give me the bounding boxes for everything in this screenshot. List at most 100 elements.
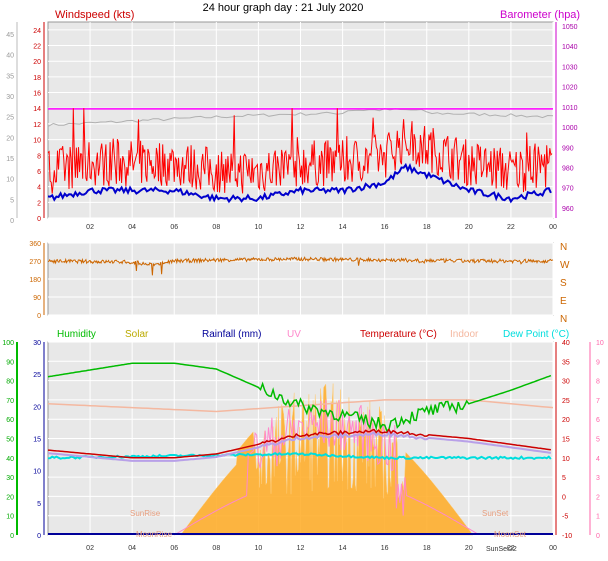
series-line-temperature <box>47 428 552 459</box>
uv-tick-label: 2 <box>596 494 600 501</box>
temp-x-tick-label: 16 <box>381 545 389 552</box>
series-line-dewpoint <box>47 452 552 461</box>
temp-x-tick-label: 08 <box>212 545 220 552</box>
temp-x-tick-label: 00 <box>549 545 557 552</box>
humidity-tick-label: 80 <box>6 379 14 386</box>
uv-tick-label: 5 <box>596 437 600 444</box>
humidity-tick-label: 40 <box>6 456 14 463</box>
dir-tick-label: 270 <box>29 259 41 266</box>
moonrise-annotation: MoonRise <box>136 530 173 539</box>
temp-tick-label: 35 <box>562 359 570 366</box>
humidity-tick-label: 90 <box>6 359 14 366</box>
uv-tick-label: 10 <box>596 340 604 347</box>
legend-entry: Humidity <box>57 329 96 340</box>
wind-tick-label: 6 <box>37 169 41 176</box>
wind-x-tick-label: 14 <box>339 224 347 231</box>
humidity-tick-label: 0 <box>10 533 14 540</box>
wind-tick-label: 0 <box>37 216 41 223</box>
series-line-temperature-shadow <box>47 430 552 462</box>
uv-tick-label: 8 <box>596 379 600 386</box>
dir-tick-label: 0 <box>37 313 41 320</box>
legend-entry: Rainfall (mm) <box>202 329 261 340</box>
barometer-axis-title: Barometer (hpa) <box>500 9 580 21</box>
wind-tick-label: 14 <box>33 106 41 113</box>
temp-tick-label: -10 <box>562 533 572 540</box>
baro-tick-label: 1050 <box>562 24 578 31</box>
temp-tick-label: -5 <box>562 514 568 521</box>
baro-secondary-line <box>47 108 554 128</box>
baro-tick-label: 960 <box>562 206 574 213</box>
wind-tick-label: 22 <box>33 44 41 51</box>
dir-compass-label: S <box>560 278 567 289</box>
series-line-wind-average <box>47 162 552 204</box>
wind-x-tick-label: 20 <box>465 224 473 231</box>
temp-tick-label: 15 <box>562 437 570 444</box>
temp-tick-label: 10 <box>562 456 570 463</box>
dir-compass-label: W <box>560 260 570 271</box>
temp-tick-label: 30 <box>562 379 570 386</box>
humidity-tick-label: 100 <box>2 340 14 347</box>
temp-tick-label: 20 <box>562 417 570 424</box>
legend-entry: Indoor <box>450 329 479 340</box>
temp-x-tick-label: 12 <box>297 545 305 552</box>
chart-title: 24 hour graph day : 21 July 2020 <box>203 2 364 14</box>
humidity-tick-label: 60 <box>6 417 14 424</box>
wind-x-tick-label: 06 <box>170 224 178 231</box>
wind-tick-label: 16 <box>33 91 41 98</box>
series-line-humidity <box>47 362 552 432</box>
wind-outer-tick-label: 35 <box>6 73 14 80</box>
sunset-annotation: SunSet <box>482 509 509 518</box>
rain-tick-label: 30 <box>33 340 41 347</box>
baro-tick-label: 1040 <box>562 44 578 51</box>
uv-tick-label: 4 <box>596 456 600 463</box>
legend: Humidity Solar Rainfall (mm) UV Temperature … <box>57 329 569 340</box>
wind-tick-label: 4 <box>37 185 41 192</box>
windspeed-axis-title: Windspeed (kts) <box>55 9 134 21</box>
legend-entry: Dew Point (°C) <box>503 329 569 340</box>
temp-x-tick-label: 02 <box>86 545 94 552</box>
wind-x-tick-label: 08 <box>212 224 220 231</box>
temp-x-tick-label: 10 <box>255 545 263 552</box>
wind-tick-label: 10 <box>33 138 41 145</box>
wind-tick-label: 24 <box>33 28 41 35</box>
temp-tick-label: 25 <box>562 398 570 405</box>
series-area-solar <box>180 383 474 536</box>
wind-x-tick-label: 16 <box>381 224 389 231</box>
wind-x-tick-label: 00 <box>549 224 557 231</box>
uv-tick-label: 9 <box>596 359 600 366</box>
baro-tick-label: 1010 <box>562 105 578 112</box>
baro-tick-label: 970 <box>562 186 574 193</box>
wind-x-tick-label: 04 <box>128 224 136 231</box>
baro-tick-label: 1020 <box>562 85 578 92</box>
wind-outer-tick-label: 15 <box>6 156 14 163</box>
dir-compass-label: N <box>560 314 567 325</box>
rain-tick-label: 5 <box>37 501 41 508</box>
dir-tick-label: 360 <box>29 241 41 248</box>
temp-x-tick-label: 04 <box>128 545 136 552</box>
series-line-windspeed <box>47 108 553 194</box>
uv-tick-label: 6 <box>596 417 600 424</box>
dir-tick-label: 180 <box>29 277 41 284</box>
dir-compass-label: N <box>560 242 567 253</box>
humidity-tick-label: 30 <box>6 475 14 482</box>
legend-entry: Solar <box>125 329 149 340</box>
wind-tick-label: 20 <box>33 59 41 66</box>
moonset-annotation: MoonSet <box>494 530 527 539</box>
wind-x-tick-label: 10 <box>255 224 263 231</box>
uv-tick-label: 1 <box>596 514 600 521</box>
wind-x-tick-label: 12 <box>297 224 305 231</box>
wind-tick-label: 8 <box>37 153 41 160</box>
dir-compass-label: E <box>560 296 567 307</box>
temp-x-tick-label: 06 <box>170 545 178 552</box>
wind-tick-label: 2 <box>37 200 41 207</box>
temp-tick-label: 0 <box>562 494 566 501</box>
wind-tick-label: 12 <box>33 122 41 129</box>
wind-x-tick-label: 18 <box>423 224 431 231</box>
sunset-time-label: SunSet22 <box>486 546 517 553</box>
humidity-tick-label: 50 <box>6 437 14 444</box>
temp-tick-label: 5 <box>562 475 566 482</box>
temp-x-tick-label: 20 <box>465 545 473 552</box>
wind-outer-tick-label: 45 <box>6 32 14 39</box>
wind-outer-tick-label: 20 <box>6 135 14 142</box>
